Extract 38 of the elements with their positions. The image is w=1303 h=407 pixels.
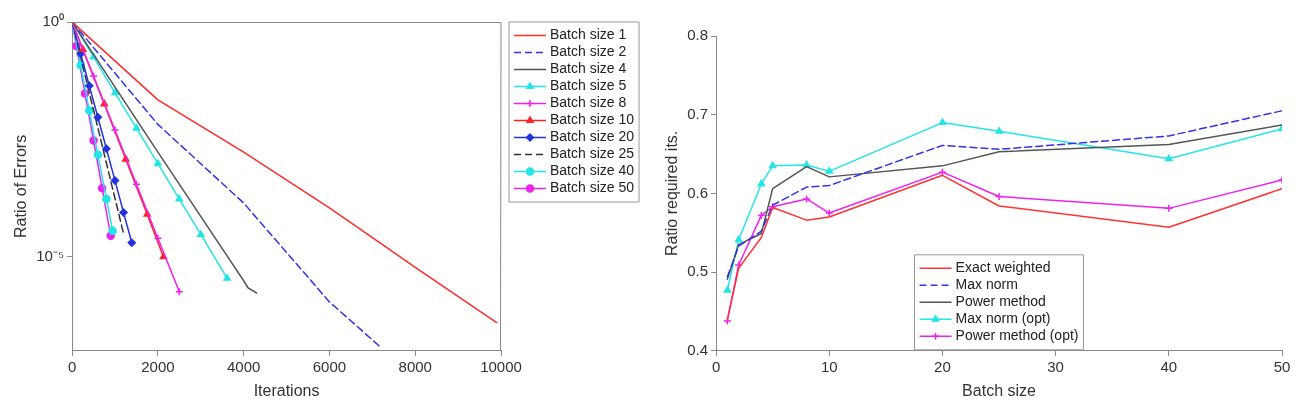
x-tick-label: 4000 xyxy=(226,357,261,375)
legend-label: Exact weighted xyxy=(955,259,1051,276)
x-tick-label: 20 xyxy=(934,357,951,375)
y-tick-label: 0.4 xyxy=(687,340,709,358)
y-axis-title: Ratio of Errors xyxy=(12,134,30,238)
y-axis-title: Ratio required its. xyxy=(663,130,681,257)
legend-label: Power method xyxy=(955,293,1046,310)
x-tick-label: 0 xyxy=(711,357,721,375)
x-axis-title: Iterations xyxy=(253,381,320,399)
x-tick-label: 10 xyxy=(820,357,838,375)
y-tick-label: 0.5 xyxy=(687,262,709,280)
x-tick-label: 10000 xyxy=(480,357,522,375)
x-tick-label: 40 xyxy=(1160,357,1178,375)
legend-label: Batch size 10 xyxy=(550,111,635,128)
x-tick-label: 30 xyxy=(1047,357,1064,375)
x-tick-label: 2000 xyxy=(141,357,175,375)
y-tick-label: 0.6 xyxy=(687,183,709,201)
legend-label: Max norm xyxy=(955,276,1018,293)
legend-label: Batch size 4 xyxy=(550,60,627,77)
legend-label: Batch size 40 xyxy=(550,162,635,179)
legend-label: Batch size 5 xyxy=(550,77,627,94)
x-tick-label: 50 xyxy=(1273,357,1291,375)
legend-label: Batch size 2 xyxy=(550,43,627,60)
y-tick-label: 0.7 xyxy=(687,104,709,122)
x-tick-label: 0 xyxy=(67,357,77,375)
y-tick-label: 0.8 xyxy=(687,26,709,44)
x-axis-title: Batch size xyxy=(962,381,1037,399)
legend-label: Batch size 50 xyxy=(550,179,635,196)
y-tick-label: 10⁰ xyxy=(42,12,65,30)
legend-label: Batch size 8 xyxy=(550,94,627,111)
legend-label: Batch size 20 xyxy=(550,128,635,145)
x-tick-label: 6000 xyxy=(312,357,347,375)
x-tick-label: 8000 xyxy=(398,357,432,375)
y-tick-label: 10⁻⁵ xyxy=(36,247,65,264)
legend-label: Max norm (opt) xyxy=(955,310,1051,327)
legend-label: Batch size 25 xyxy=(550,145,635,162)
legend-label: Batch size 1 xyxy=(550,26,627,43)
legend-label: Power method (opt) xyxy=(955,327,1079,344)
